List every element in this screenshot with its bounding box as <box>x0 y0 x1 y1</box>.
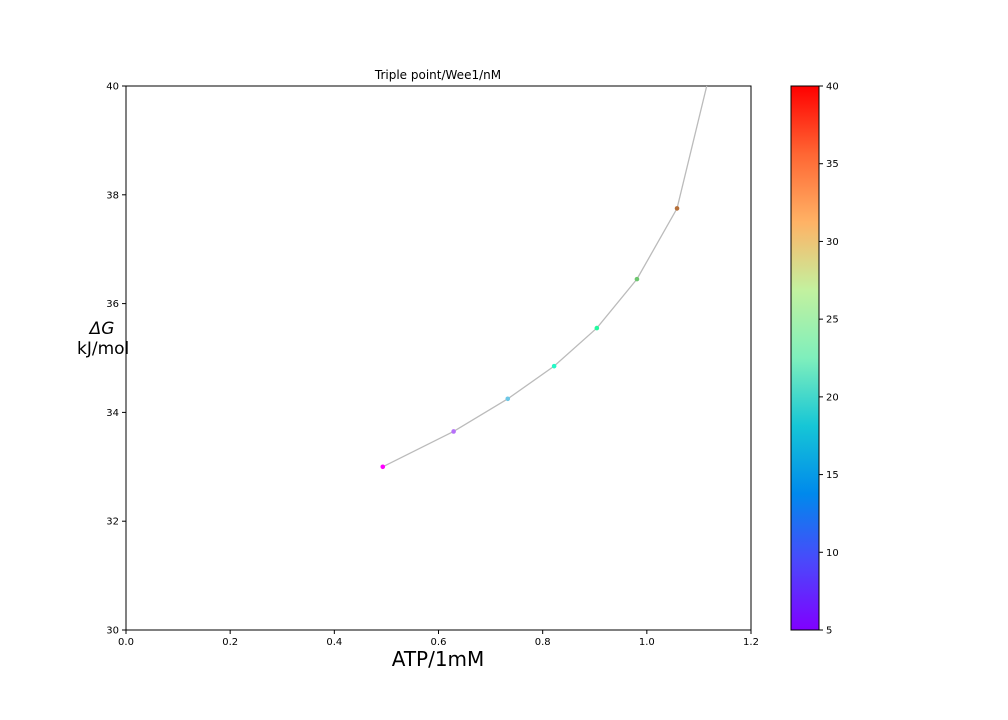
y-axis: 30 32 34 36 38 40 <box>106 82 126 637</box>
x-axis-label: ATP/1mM <box>392 647 485 671</box>
x-tick-label: 0.2 <box>222 637 238 648</box>
data-line <box>382 85 708 468</box>
chart-title: Triple point/Wee1/nM <box>374 68 501 82</box>
data-point <box>451 429 456 434</box>
data-point <box>594 325 600 331</box>
y-tick-label: 38 <box>106 190 119 201</box>
data-point <box>634 276 640 282</box>
y-axis-label-symbol: ΔG <box>88 319 115 339</box>
x-axis: 0.0 0.2 0.4 0.6 0.8 1.0 1.2 <box>118 630 759 648</box>
data-point <box>674 206 680 211</box>
plot-frame <box>125 85 752 631</box>
x-tick-label: 0.8 <box>535 637 551 648</box>
colorbar-tick-label: 35 <box>826 159 839 170</box>
y-tick-label: 36 <box>106 299 119 310</box>
data-point <box>551 363 557 369</box>
y-axis-label-unit: kJ/mol <box>77 339 129 359</box>
colorbar-tick-label: 5 <box>826 626 832 637</box>
data-point <box>505 396 511 402</box>
colorbar-tick-label: 20 <box>826 392 839 403</box>
x-tick-label: 0.0 <box>118 637 134 648</box>
plot-area: 0.0 0.2 0.4 0.6 0.8 1.0 1.2 30 32 34 36 38 40 <box>106 82 759 649</box>
colorbar-tick-label: 15 <box>826 470 839 481</box>
y-tick-label: 32 <box>106 517 119 528</box>
data-point <box>380 464 386 470</box>
colorbar-tick-label: 30 <box>826 237 839 248</box>
colorbar: 5 10 15 20 25 30 35 40 <box>790 82 839 637</box>
y-tick-label: 40 <box>106 82 119 93</box>
y-tick-label: 30 <box>106 626 119 637</box>
data-points <box>380 206 680 470</box>
colorbar-tick-label: 40 <box>826 82 839 93</box>
colorbar-gradient <box>790 85 820 631</box>
x-tick-label: 1.0 <box>639 637 655 648</box>
x-tick-label: 1.2 <box>743 637 759 648</box>
colorbar-ticks: 5 10 15 20 25 30 35 40 <box>819 82 839 637</box>
colorbar-tick-label: 25 <box>826 315 839 326</box>
x-tick-label: 0.6 <box>431 637 447 648</box>
colorbar-tick-label: 10 <box>826 548 839 559</box>
y-tick-label: 34 <box>106 408 119 419</box>
x-tick-label: 0.4 <box>326 637 342 648</box>
